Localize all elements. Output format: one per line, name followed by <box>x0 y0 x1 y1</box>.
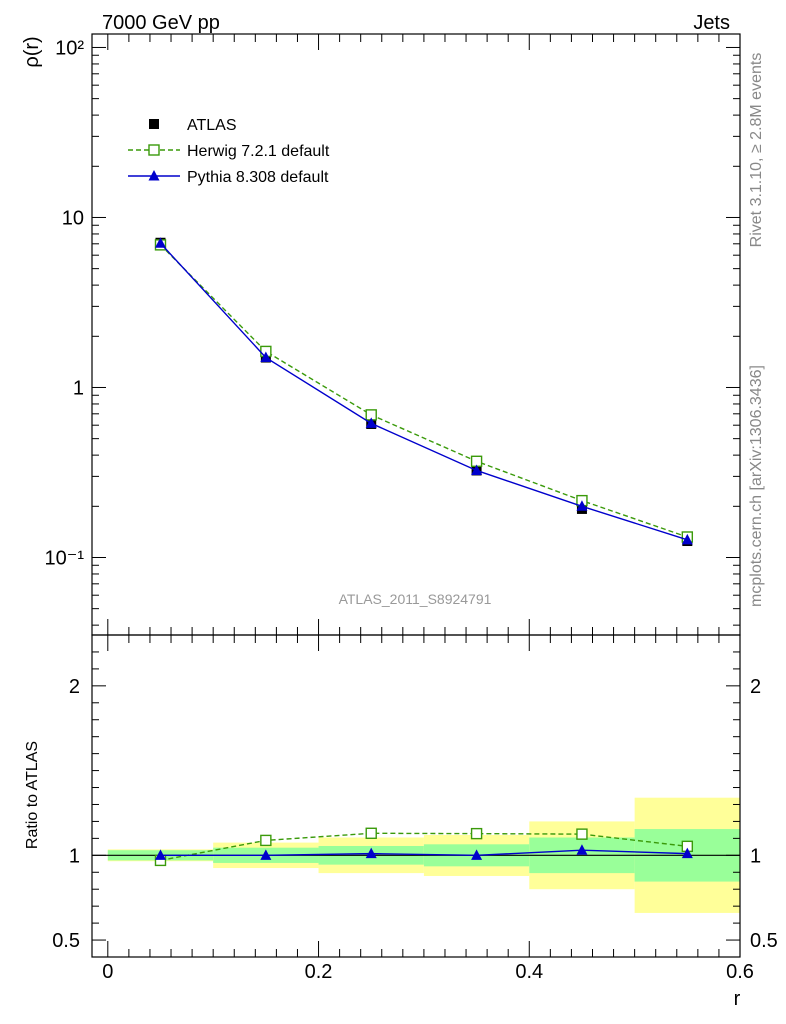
main-ytick-label: 1 <box>73 377 84 399</box>
ratio-data-point <box>471 849 483 860</box>
ratio-data-point <box>470 827 483 840</box>
main-series-line <box>159 242 688 541</box>
ratio-series-line <box>160 849 688 857</box>
x-axis-label: r <box>734 988 741 1010</box>
main-series-line <box>159 244 688 538</box>
main-ylabel: ρ(r) <box>21 36 43 67</box>
ratio-data-point <box>365 827 377 839</box>
main-data-point <box>576 500 588 511</box>
ratio-ytick-label: 2 <box>69 676 80 698</box>
main-data-point <box>681 533 693 545</box>
legend: ATLAS Herwig 7.2.1 default Pythia 8.308 de… <box>128 117 330 186</box>
legend-marker <box>148 144 160 156</box>
ratio-data-point <box>260 849 272 860</box>
ratio-ytick-label-right: 0.5 <box>750 930 778 952</box>
main-data-point <box>471 464 483 475</box>
ratio-data-point <box>681 847 693 859</box>
main-ytick-label: 10² <box>55 37 84 59</box>
source-label: mcplots.cern.ch [arXiv:1306.3436] <box>748 365 765 607</box>
ratio-panel: 0.5 0.5 1 1 2 2 0 0.2 0.4 0.6 Ratio to ATLAS r <box>24 634 778 1010</box>
process-label: 7000 GeV pp <box>102 12 220 34</box>
ratio-ytick-label-right: 2 <box>750 676 761 698</box>
ratio-data-point <box>576 828 588 840</box>
ratio-data-point <box>576 844 588 855</box>
legend-marker <box>149 119 159 129</box>
ratio-data-point <box>365 847 377 859</box>
main-data-point <box>365 417 377 428</box>
category-label: Jets <box>693 12 730 34</box>
x-tick-label: 0.2 <box>305 961 333 983</box>
main-ytick-label: 10⁻¹ <box>45 547 85 569</box>
x-tick-label: 0.4 <box>515 961 543 983</box>
ratio-data-point <box>260 834 272 847</box>
rivet-label: Rivet 3.1.10, ≥ 2.8M events <box>748 53 765 248</box>
ratio-ytick-label: 1 <box>69 845 80 867</box>
ratio-ylabel: Ratio to ATLAS <box>24 741 41 849</box>
main-panel: 10⁻¹ 1 10 10² ρ(r) ATLAS_2011_S8924791 ATLA… <box>21 33 741 636</box>
ratio-frame <box>91 634 741 958</box>
legend-marker <box>148 170 160 181</box>
legend-label: Pythia 8.308 default <box>187 169 329 186</box>
ratio-ytick-label-right: 1 <box>750 845 761 867</box>
x-tick-label: 0.6 <box>726 961 754 983</box>
main-data-point <box>154 237 166 248</box>
ratio-data-point <box>154 849 166 860</box>
ratio-series-line <box>160 832 688 862</box>
main-data-point <box>260 351 272 363</box>
legend-label: Herwig 7.2.1 default <box>187 143 330 160</box>
main-ytick-label: 10 <box>62 207 84 229</box>
x-tick-label: 0 <box>102 961 113 983</box>
analysis-tag: ATLAS_2011_S8924791 <box>339 591 492 607</box>
legend-label: ATLAS <box>187 117 237 134</box>
ratio-ytick-label: 0.5 <box>52 930 80 952</box>
